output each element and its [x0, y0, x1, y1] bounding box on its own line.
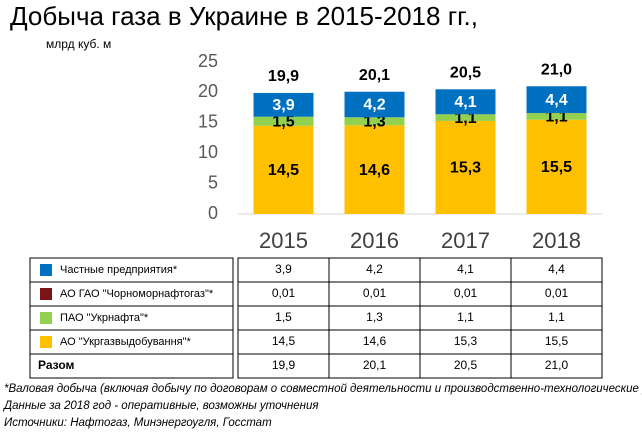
- bar-segment: [253, 125, 314, 214]
- table-value: 15,5: [545, 334, 569, 348]
- total-label: 19,9: [268, 68, 299, 85]
- legend-label: АО ГАО "Чорноморнафтогаз"*: [60, 288, 214, 300]
- table-total: 19,9: [272, 358, 296, 372]
- table-value: 1,1: [548, 310, 565, 324]
- bar-segment: [435, 114, 496, 121]
- y-tick-label: 15: [198, 112, 218, 132]
- bar-segment: [344, 117, 405, 126]
- table-value: 15,3: [454, 334, 478, 348]
- table-total: 21,0: [545, 358, 569, 372]
- legend-swatch: [40, 288, 52, 300]
- bar-segment: [526, 86, 587, 114]
- x-tick-label: 2016: [350, 228, 399, 253]
- bar-segment: [253, 116, 314, 126]
- x-tick-label: 2017: [441, 228, 490, 253]
- data-label: 4,4: [545, 92, 567, 109]
- data-label: 4,2: [363, 97, 385, 114]
- total-label: 21,0: [541, 62, 572, 79]
- data-label: 4,1: [454, 94, 476, 111]
- bar-segment: [344, 91, 405, 118]
- x-tick-label: 2015: [259, 228, 308, 253]
- table-value: 4,4: [548, 262, 565, 276]
- table-value: 0,01: [454, 286, 478, 300]
- data-label: 3,9: [272, 97, 294, 114]
- legend-swatch: [40, 336, 52, 348]
- data-label: 1,5: [272, 113, 294, 130]
- data-label: 15,3: [450, 160, 481, 177]
- footnote: Источники: Нафтогаз, Минэнергоугля, Госс…: [4, 417, 272, 429]
- bar-segment: [344, 125, 405, 214]
- table-value: 1,1: [457, 310, 474, 324]
- table-value: 3,9: [275, 262, 292, 276]
- table-value: 4,1: [457, 262, 474, 276]
- data-label: 14,5: [268, 162, 299, 179]
- table-value: 0,01: [272, 286, 296, 300]
- y-tick-label: 20: [198, 81, 218, 101]
- y-tick-label: 10: [198, 142, 218, 162]
- table-value: 4,2: [366, 262, 383, 276]
- table-total: 20,1: [363, 358, 387, 372]
- table-total: 20,5: [454, 358, 478, 372]
- footnote: Данные за 2018 год - оперативные, возмож…: [2, 400, 319, 412]
- bar-segment: [435, 89, 496, 115]
- y-tick-label: 5: [208, 172, 218, 192]
- table-value: 0,01: [363, 286, 387, 300]
- data-label: 1,3: [363, 113, 385, 130]
- table-value: 14,5: [272, 334, 296, 348]
- y-tick-label: 0: [208, 203, 218, 223]
- y-tick-label: 25: [198, 51, 218, 71]
- legend-swatch: [40, 264, 52, 276]
- table-cell: [29, 353, 234, 379]
- legend-label: Частные предприятия*: [60, 264, 178, 276]
- table-value: 0,01: [545, 286, 569, 300]
- x-tick-label: 2018: [532, 228, 581, 253]
- chart-title: Добыча газа в Украине в 2015-2018 гг.,: [10, 1, 478, 31]
- bar-segment: [526, 119, 587, 214]
- total-row-label: Разом: [38, 358, 75, 372]
- legend-label: ПАО "Укрнафта"*: [60, 312, 149, 324]
- footnote: *Валовая добыча (включая добычу по догов…: [4, 383, 642, 395]
- legend-label: АО "Укргазвыдобування"*: [60, 336, 192, 348]
- table-value: 1,3: [366, 310, 383, 324]
- total-label: 20,5: [450, 65, 481, 82]
- bar-segment: [435, 120, 496, 214]
- legend-swatch: [40, 312, 52, 324]
- bar-segment: [526, 113, 587, 120]
- bar-segment: [253, 92, 314, 117]
- table-value: 14,6: [363, 334, 387, 348]
- chart-subtitle: млрд куб. м: [46, 37, 111, 51]
- table-value: 1,5: [275, 310, 292, 324]
- data-label: 15,5: [541, 159, 572, 176]
- data-label: 14,6: [359, 162, 390, 179]
- table-cell: [510, 353, 603, 379]
- total-label: 20,1: [359, 67, 390, 84]
